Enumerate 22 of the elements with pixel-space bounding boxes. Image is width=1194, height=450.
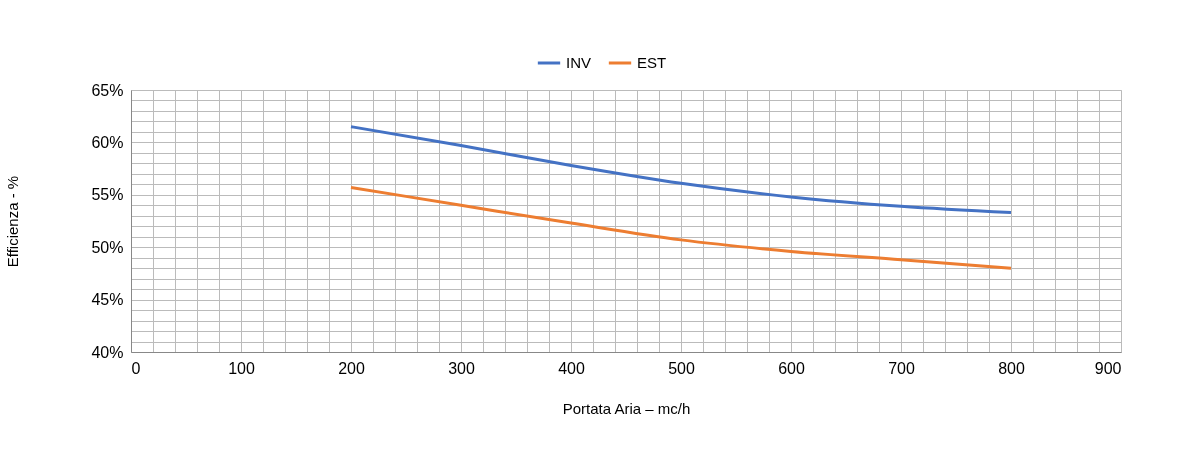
line-series [349, 125, 1013, 215]
y-tick-label: 60% [91, 133, 124, 151]
y-tick-label: 65% [91, 81, 124, 99]
y-tick-label: 45% [91, 291, 124, 309]
x-tick-label: 700 [888, 359, 915, 377]
x-tick-label: 300 [448, 359, 475, 377]
x-tick-label: 500 [668, 359, 695, 377]
line-series [349, 185, 1013, 270]
y-tick-label: 40% [91, 343, 124, 361]
y-tick-label: 50% [91, 238, 124, 256]
x-tick-label: 800 [998, 359, 1025, 377]
x-tick-label: 200 [338, 359, 365, 377]
x-axis-title: Portata Aria – mc/h [562, 399, 691, 417]
x-tick-label: 900 [1094, 359, 1122, 377]
legend-label: EST [637, 54, 667, 71]
y-tick-label: 55% [91, 186, 124, 204]
x-tick-label: 600 [778, 359, 805, 377]
x-tick-label: 0 [131, 359, 141, 377]
y-axis-title: Efficienza - % [4, 175, 22, 268]
x-tick-label: 100 [228, 359, 255, 377]
x-tick-label: 400 [558, 359, 585, 377]
legend-label: INV [566, 54, 592, 71]
